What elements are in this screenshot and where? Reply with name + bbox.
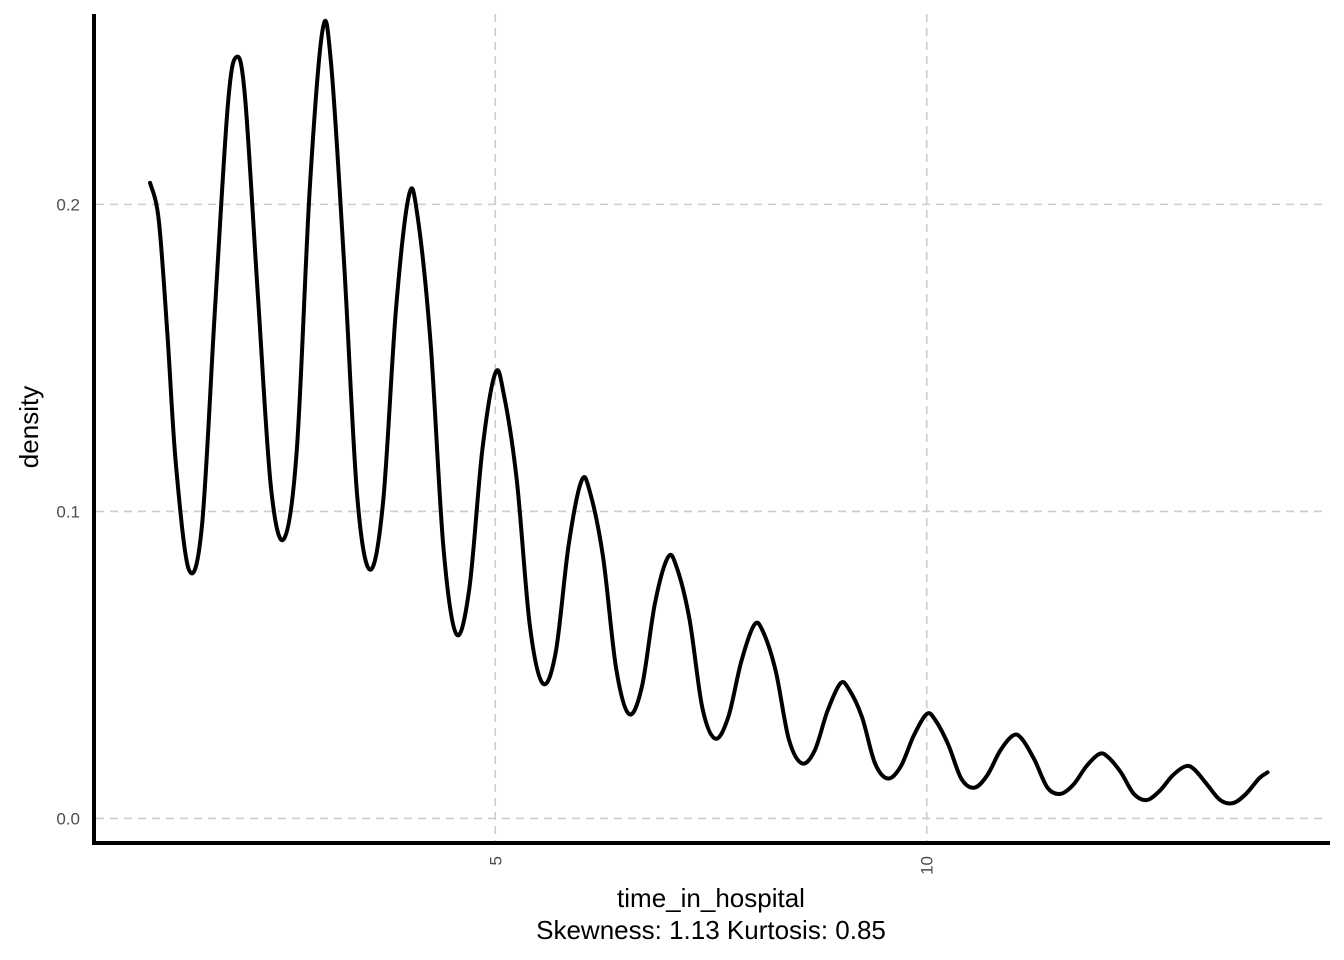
y-tick-label: 0.1	[56, 502, 80, 521]
grid-lines	[96, 14, 1328, 841]
density-series-line	[148, 19, 1270, 806]
y-tick-label: 0.0	[56, 809, 80, 828]
x-tick-label: 10	[918, 856, 937, 875]
x-tick-label: 5	[486, 856, 505, 865]
series	[148, 19, 1270, 806]
y-axis-title: density	[14, 386, 44, 468]
axes	[92, 14, 1330, 845]
x-axis-title: time_in_hospital	[617, 883, 805, 913]
x-axis-caption: Skewness: 1.13 Kurtosis: 0.85	[536, 915, 886, 945]
tick-labels: 0.0 0.1 0.2 5 10	[56, 195, 936, 875]
y-tick-label: 0.2	[56, 195, 80, 214]
